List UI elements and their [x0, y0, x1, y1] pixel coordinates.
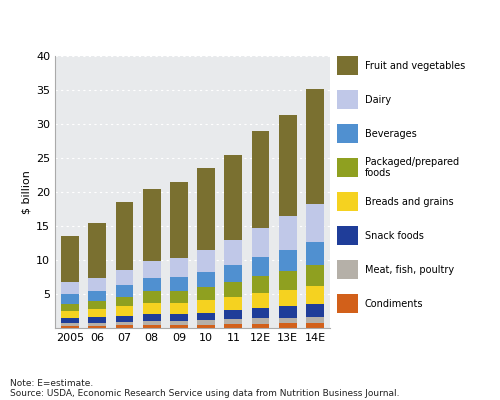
Bar — [198, 300, 215, 313]
Bar — [88, 317, 106, 322]
FancyBboxPatch shape — [336, 158, 358, 177]
Text: Condiments: Condiments — [364, 298, 423, 308]
Bar — [198, 168, 215, 250]
Bar — [61, 236, 79, 282]
Bar — [279, 216, 296, 250]
Bar — [224, 310, 242, 319]
Bar — [116, 270, 134, 285]
Bar — [116, 202, 134, 270]
Bar — [252, 318, 270, 324]
Bar — [306, 323, 324, 328]
Bar — [306, 204, 324, 242]
Bar — [170, 258, 188, 277]
Bar — [279, 250, 296, 271]
Bar — [198, 250, 215, 272]
Bar — [252, 131, 270, 228]
FancyBboxPatch shape — [336, 56, 358, 75]
Bar — [279, 323, 296, 328]
Bar — [61, 318, 79, 323]
Bar — [252, 276, 270, 293]
Bar — [198, 287, 215, 300]
FancyBboxPatch shape — [336, 294, 358, 313]
Bar — [198, 272, 215, 287]
Bar — [224, 240, 242, 265]
Bar — [116, 285, 134, 297]
Bar — [61, 311, 79, 318]
Bar — [116, 325, 134, 328]
Bar — [170, 303, 188, 314]
Bar — [88, 301, 106, 309]
FancyBboxPatch shape — [336, 90, 358, 109]
Bar — [61, 326, 79, 328]
Bar — [116, 316, 134, 322]
FancyBboxPatch shape — [336, 260, 358, 279]
Bar — [61, 282, 79, 294]
Bar — [88, 290, 106, 301]
Bar — [61, 294, 79, 304]
FancyBboxPatch shape — [336, 192, 358, 211]
Bar — [306, 89, 324, 204]
Bar — [198, 313, 215, 320]
Bar — [224, 154, 242, 240]
Bar — [143, 303, 160, 314]
Text: Packaged/prepared
foods: Packaged/prepared foods — [364, 157, 459, 178]
Bar — [279, 290, 296, 306]
Bar — [143, 188, 160, 261]
FancyBboxPatch shape — [336, 124, 358, 143]
Y-axis label: $ billion: $ billion — [22, 170, 32, 214]
Bar — [224, 265, 242, 282]
Text: Meat, fish, poultry: Meat, fish, poultry — [364, 264, 454, 274]
Bar — [116, 322, 134, 325]
Text: Fruit and vegetables: Fruit and vegetables — [364, 60, 465, 70]
Bar — [224, 324, 242, 328]
Bar — [306, 317, 324, 323]
Bar — [170, 290, 188, 303]
Bar — [88, 322, 106, 326]
Text: Dairy: Dairy — [364, 94, 391, 104]
Text: U.S. organic food sales by category, 2005-14E: U.S. organic food sales by category, 200… — [10, 13, 370, 27]
Bar — [88, 309, 106, 317]
Bar — [143, 314, 160, 320]
Bar — [88, 278, 106, 290]
Bar — [306, 304, 324, 317]
Bar — [252, 308, 270, 318]
Bar — [279, 271, 296, 290]
Bar — [143, 261, 160, 278]
Bar — [170, 314, 188, 320]
Bar — [279, 115, 296, 216]
Bar — [143, 278, 160, 291]
Bar — [170, 182, 188, 258]
Bar — [279, 306, 296, 318]
Bar — [252, 293, 270, 308]
Bar — [116, 306, 134, 316]
Text: Snack foods: Snack foods — [364, 230, 424, 240]
Bar — [279, 318, 296, 323]
Bar — [252, 228, 270, 257]
Bar — [224, 319, 242, 324]
Bar — [143, 291, 160, 303]
Bar — [170, 325, 188, 328]
Bar — [116, 297, 134, 306]
Bar — [198, 320, 215, 325]
Bar — [170, 277, 188, 290]
Bar — [306, 265, 324, 286]
Bar — [306, 286, 324, 304]
Bar — [88, 223, 106, 278]
Bar — [252, 324, 270, 328]
Bar — [143, 320, 160, 325]
Bar — [170, 320, 188, 325]
Bar — [252, 257, 270, 276]
Bar — [198, 325, 215, 328]
Bar — [224, 297, 242, 310]
Text: Beverages: Beverages — [364, 128, 416, 138]
Bar — [224, 282, 242, 297]
Bar — [143, 325, 160, 328]
Bar — [88, 326, 106, 328]
FancyBboxPatch shape — [336, 226, 358, 245]
Bar — [61, 304, 79, 311]
Text: Breads and grains: Breads and grains — [364, 196, 454, 206]
Bar — [306, 242, 324, 265]
Text: Note: E=estimate.
Source: USDA, Economic Research Service using data from Nutrit: Note: E=estimate. Source: USDA, Economic… — [10, 378, 400, 398]
Bar — [61, 323, 79, 326]
